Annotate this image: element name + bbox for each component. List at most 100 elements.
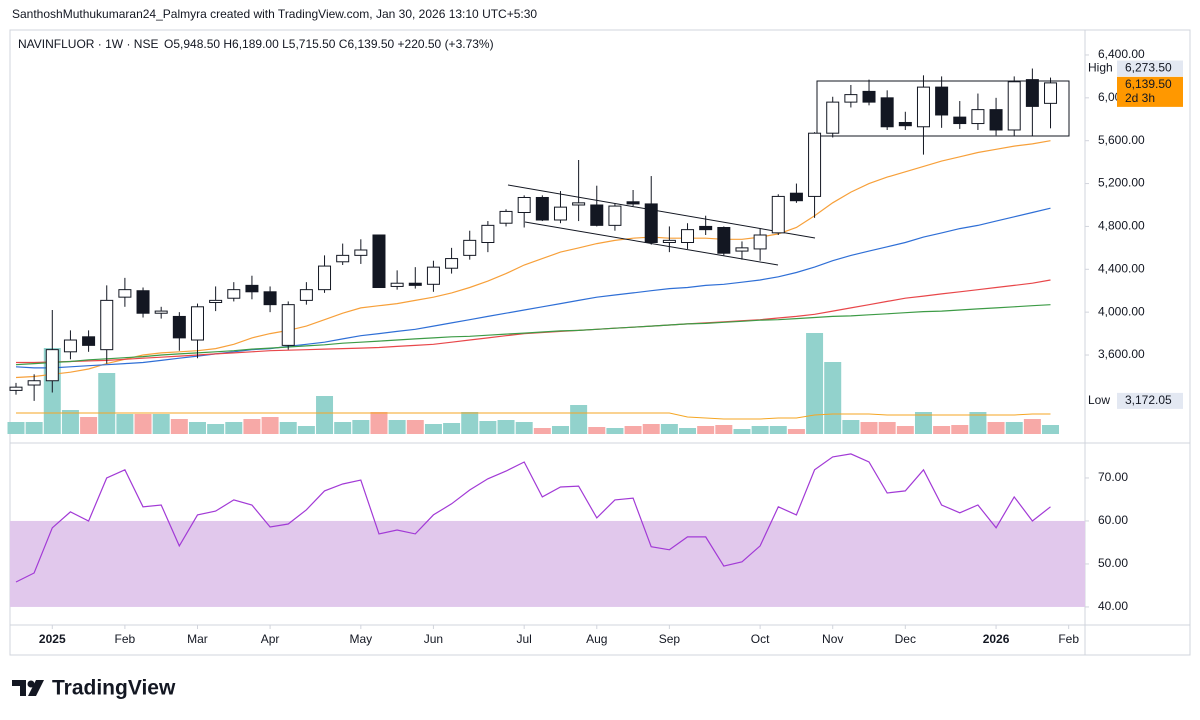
moving-average — [16, 279, 1051, 364]
candles — [9, 68, 1058, 401]
volume-bar — [624, 426, 642, 434]
volume-bar — [987, 422, 1005, 434]
candle-body — [735, 247, 749, 252]
volume-ma — [16, 412, 1051, 420]
candle-body — [445, 258, 459, 269]
volume-bar — [697, 426, 715, 434]
high-label: High — [1088, 61, 1113, 75]
candle-body — [426, 266, 440, 285]
candle-body — [481, 224, 495, 244]
candle-body — [390, 282, 404, 287]
volume-bar — [570, 405, 588, 434]
y-tick-label: 5,200.00 — [1098, 176, 1145, 190]
candle-body — [118, 289, 132, 298]
countdown: 2d 3h — [1125, 91, 1155, 105]
y-tick-label: 4,000.00 — [1098, 304, 1145, 318]
logo: TradingView — [12, 677, 176, 700]
candle-body — [372, 234, 386, 289]
volume-bar — [751, 426, 769, 434]
volume-bar — [352, 420, 370, 434]
y-tick-label: 50.00 — [1098, 556, 1128, 570]
volume-bar — [461, 412, 479, 434]
y-tick-label: 60.00 — [1098, 513, 1128, 527]
trendline — [507, 184, 816, 239]
y-tick-label: 6,400.00 — [1098, 47, 1145, 61]
x-tick-label: Nov — [822, 632, 843, 646]
volume-bar — [969, 412, 987, 434]
candle-body — [826, 101, 840, 134]
volume-bar — [551, 426, 569, 434]
candle-body — [953, 116, 967, 125]
volume-bar — [297, 426, 315, 434]
candle-body — [971, 109, 985, 125]
volume-bar — [134, 414, 152, 434]
volume-bar — [116, 414, 134, 434]
candle-body — [136, 290, 150, 314]
volume-bar — [243, 419, 261, 434]
candle-body — [844, 94, 858, 103]
candle-body — [82, 336, 96, 346]
volume-bar — [806, 333, 824, 434]
candle-body — [916, 86, 930, 128]
high-value: 6,273.50 — [1125, 61, 1172, 75]
volume-bar — [606, 428, 624, 434]
volume-bar — [533, 428, 551, 434]
candle-body — [190, 306, 204, 341]
candle-body — [789, 192, 803, 202]
x-tick-label: Jul — [517, 632, 532, 646]
candle-body — [771, 195, 785, 234]
x-tick-label: Apr — [261, 632, 280, 646]
logo-icon — [12, 680, 26, 696]
candle-body — [281, 304, 295, 346]
candle-body — [299, 289, 313, 301]
volume-bar — [769, 426, 787, 434]
volume-bar — [61, 410, 79, 434]
volume-bar — [388, 420, 406, 434]
last-price-box — [1117, 76, 1183, 107]
volume-bar — [878, 422, 896, 434]
candle-body — [9, 386, 23, 391]
volume-bar — [479, 421, 497, 434]
y-tick-label: 3,600.00 — [1098, 347, 1145, 361]
volume-bar — [261, 417, 279, 434]
volume-bar — [370, 412, 388, 434]
candle-body — [699, 225, 713, 231]
candle-body — [27, 380, 41, 386]
y-tick-label: 5,600.00 — [1098, 133, 1145, 147]
volume-bar — [334, 422, 352, 434]
candle-body — [717, 226, 731, 254]
candle-body — [681, 229, 695, 244]
drawings — [507, 80, 1070, 266]
candle-body — [880, 97, 894, 128]
x-tick-label: Oct — [751, 632, 770, 646]
y-tick-label: 70.00 — [1098, 470, 1128, 484]
candle-body — [463, 239, 477, 256]
volume-bar — [787, 429, 805, 434]
y-tick-label: 4,400.00 — [1098, 261, 1145, 275]
candle-body — [354, 249, 368, 256]
low-label: Low — [1088, 393, 1110, 407]
candle-body — [608, 205, 622, 226]
candle-body — [336, 254, 350, 263]
volume-bar — [951, 425, 969, 434]
volume-bar — [98, 373, 116, 434]
rsi-line — [15, 453, 1051, 583]
volume-bar — [443, 423, 461, 434]
candle-body — [935, 86, 949, 116]
volume-bar — [515, 422, 533, 434]
x-tick-label: May — [349, 632, 372, 646]
volume-bar — [497, 420, 515, 434]
y-tick-label: 40.00 — [1098, 599, 1128, 613]
candle-body — [1044, 82, 1058, 104]
volume-bar — [170, 419, 188, 434]
candle-body — [753, 234, 767, 250]
volume-bar — [152, 414, 170, 434]
moving-average — [15, 140, 1051, 379]
high-box — [1117, 60, 1183, 77]
volume-bar — [860, 422, 878, 434]
candle-body — [535, 196, 549, 221]
rsi-band — [10, 520, 1085, 607]
volume-bar — [316, 396, 334, 434]
volume-bar — [225, 422, 243, 434]
